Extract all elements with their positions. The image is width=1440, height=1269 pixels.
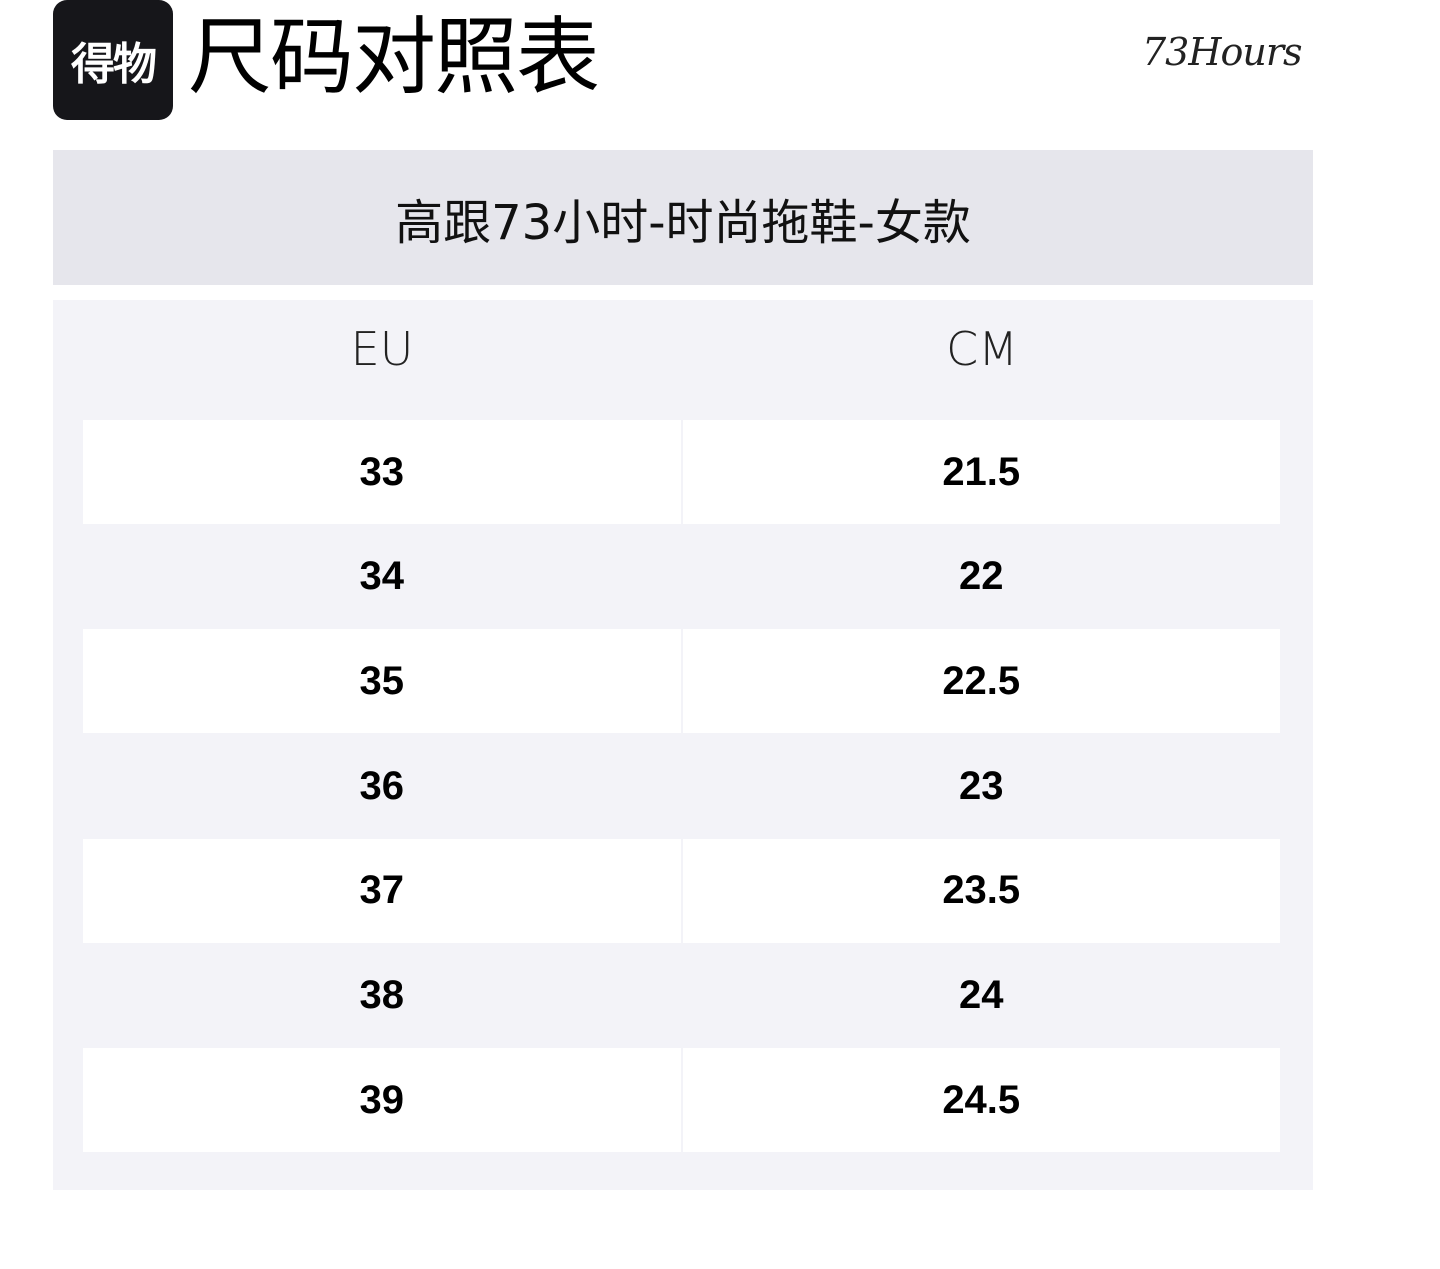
table-row: 39 24.5	[83, 1048, 1280, 1153]
table-row: 35 22.5	[83, 629, 1280, 734]
column-header-eu: EU	[350, 322, 414, 376]
table-row: 34 22	[83, 525, 1280, 629]
cell-cm: 23	[959, 763, 1004, 808]
brand-logo: 73Hours	[1142, 30, 1303, 74]
cell-cm: 22	[959, 554, 1004, 599]
cell-cm: 23.5	[682, 838, 1280, 943]
cell-eu: 39	[83, 1048, 681, 1153]
cell-eu: 34	[359, 554, 405, 599]
cell-cm: 21.5	[682, 420, 1280, 524]
page-title: 尺码对照表	[188, 8, 600, 106]
column-header-cm: CM	[946, 322, 1018, 376]
cell-eu: 38	[359, 973, 405, 1017]
table-row: 38 24	[83, 944, 1280, 1048]
table-row: 36 23	[83, 734, 1280, 838]
dewu-logo: 得物	[53, 0, 173, 120]
table-row: 33 21.5	[83, 420, 1280, 524]
product-subtitle: 高跟73小时-时尚拖鞋-女款	[53, 150, 1313, 285]
table-row: 37 23.5	[83, 838, 1280, 943]
cell-cm: 22.5	[682, 629, 1280, 734]
cell-eu: 33	[83, 420, 681, 524]
cell-eu: 37	[83, 838, 681, 943]
size-table: EU CM 33 21.5 34 22 35 22.5 36 23 37 23.5 38 24 39 24…	[53, 300, 1313, 1190]
cell-eu: 36	[359, 763, 405, 808]
cell-cm: 24	[959, 973, 1004, 1017]
cell-cm: 24.5	[682, 1048, 1280, 1153]
cell-eu: 35	[83, 629, 681, 734]
